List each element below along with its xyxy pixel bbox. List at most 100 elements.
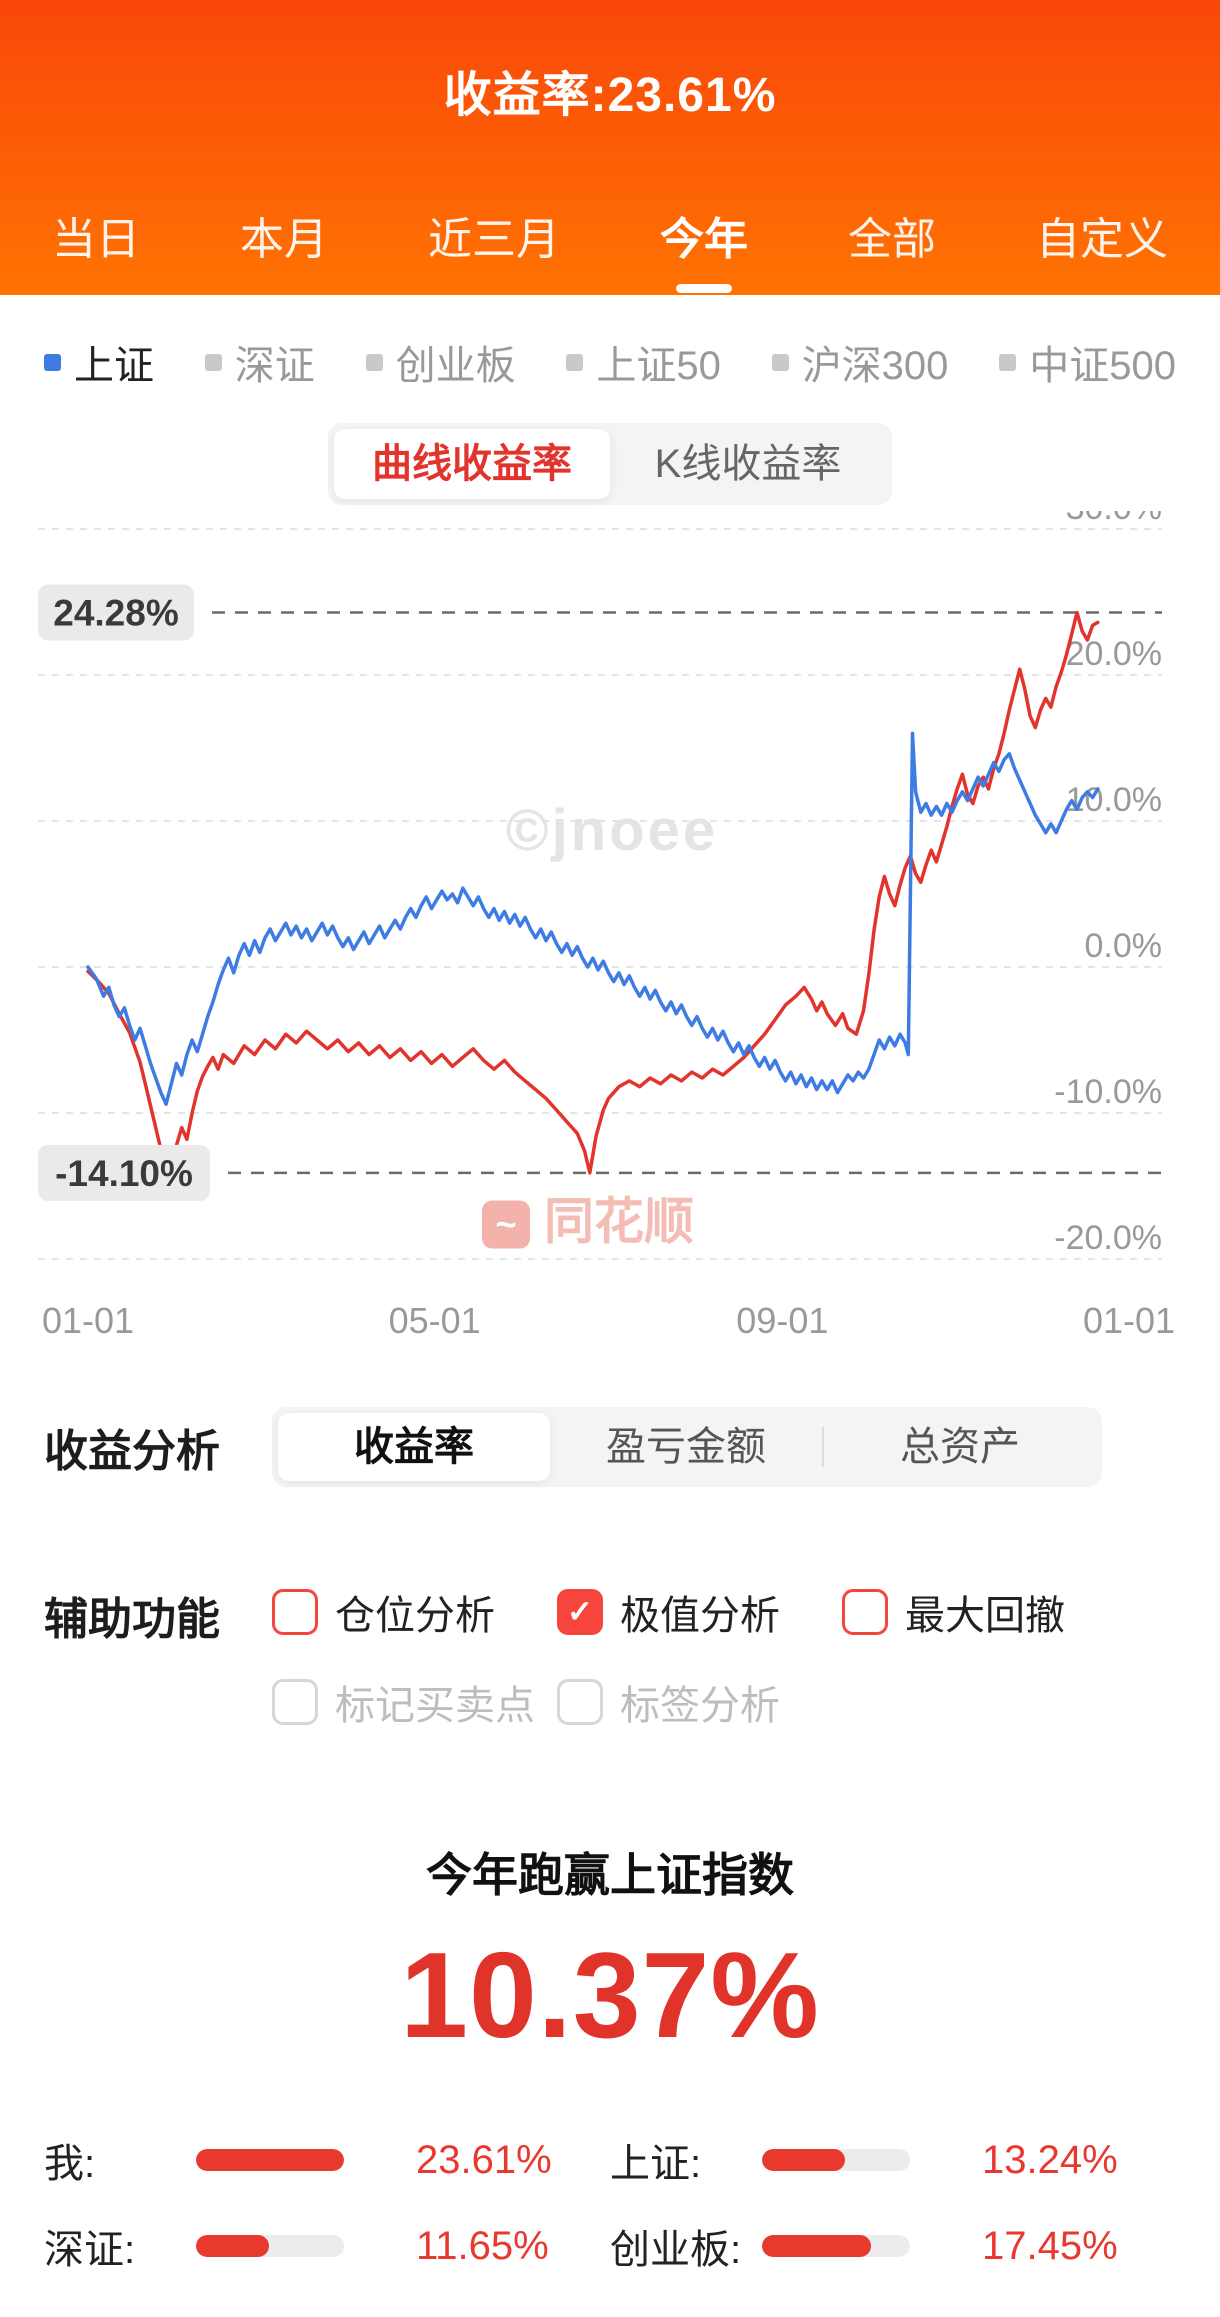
stat-label: 我: [44,2142,96,2186]
checkbox-tag-analysis: 标签分析 [557,1673,842,1731]
progress-bar [196,2235,344,2257]
sse-index-line [86,731,1100,1106]
min-annotation-label: -14.10% [55,1153,193,1194]
x-axis-label: 09-01 [736,1300,828,1341]
y-axis-label: 20.0% [1066,635,1162,673]
checkbox-label: 仓位分析 [335,1594,495,1638]
period-tabs: 当日 本月 近三月 今年 全部 自定义 [0,203,1220,297]
max-annotation-chip [38,584,194,641]
divider [822,1427,824,1467]
checkbox-max-drawdown[interactable]: 最大回撤 [842,1583,1127,1641]
progress-bar-fill [196,2149,344,2171]
legend-label: 中证500 [1029,344,1176,388]
analysis-section: 收益分析 收益率 盈亏金额 总资产 [0,1407,1220,1487]
stat-value: 13.24% [982,2137,1118,2182]
y-axis-label: 0.0% [1085,927,1163,965]
aux-options: 仓位分析 极值分析 最大回撤 标记买卖点 标签分析 [272,1583,1127,1731]
tab-label: 当日 [52,215,140,264]
legend-item-sse50[interactable]: 上证50 [566,333,721,391]
stat-value: 17.45% [982,2223,1118,2268]
tab-label: 今年 [660,215,748,264]
y-axis-label: 30.0% [1066,511,1162,527]
checkbox-icon [842,1589,888,1635]
aux-section: 辅助功能 仓位分析 极值分析 最大回撤 标记买卖点 标签分析 [0,1583,1220,1731]
series-marker-icon [566,353,584,371]
my-returns-line [86,610,1100,1175]
checkbox-label: 标记买卖点 [335,1684,535,1728]
jnoee-watermark: ©jnoee [506,798,718,863]
y-axis-label: -20.0% [1054,1219,1162,1257]
tab-today[interactable]: 当日 [52,203,140,297]
checkbox-disabled-icon [272,1679,318,1725]
legend-item-sse[interactable]: 上证 [44,333,154,391]
checkbox-label: 最大回撤 [905,1594,1065,1638]
page-title: 收益率:23.61% [443,69,777,122]
tab-label: 近三月 [428,215,560,264]
tab-return-rate[interactable]: 收益率 [278,1413,550,1481]
legend-label: 创业板 [395,344,516,388]
stat-sse: 上证: 13.24% [610,2131,1176,2189]
checkbox-position-analysis[interactable]: 仓位分析 [272,1583,557,1641]
returns-chart[interactable]: 30.0%20.0%10.0%0.0%-10.0%-20.0%©jnoee~同花… [30,511,1220,1351]
progress-bar [762,2149,910,2171]
toggle-kline-return[interactable]: K线收益率 [654,442,842,486]
series-marker-icon [771,353,789,371]
analysis-label: 收益分析 [44,1427,220,1476]
chart-canvas[interactable]: 30.0%20.0%10.0%0.0%-10.0%-20.0%©jnoee~同花… [30,511,1190,1351]
tab-profit-loss-amount[interactable]: 盈亏金额 [606,1425,766,1469]
tab-total-assets[interactable]: 总资产 [900,1425,1020,1469]
checkbox-checked-icon [557,1589,603,1635]
outperformance-summary: 今年跑赢上证指数 10.37% [0,1839,1220,2065]
active-tab-indicator [676,284,732,293]
tonghuashun-watermark: 同花顺 [544,1194,694,1250]
chart-type-toggle: 曲线收益率 K线收益率 [328,423,892,505]
stat-me: 我: 23.61% [44,2131,610,2189]
tab-this-month[interactable]: 本月 [240,203,328,297]
stat-szse: 深证: 11.65% [44,2217,610,2275]
tab-this-year[interactable]: 今年 [660,203,748,297]
tonghuashun-logo-icon [482,1200,530,1249]
series-marker-icon [365,353,383,371]
legend-item-csi500[interactable]: 中证500 [999,333,1176,391]
y-axis-label: -10.0% [1054,1073,1162,1111]
summary-value: 10.37% [400,1927,820,2063]
x-axis-label: 01-01 [1083,1300,1175,1341]
checkbox-icon [272,1589,318,1635]
tonghuashun-logo-glyph: ~ [495,1204,516,1245]
progress-bar [196,2149,344,2171]
progress-bar-fill [196,2235,269,2257]
min-annotation-chip [38,1144,210,1201]
progress-bar-fill [762,2235,872,2257]
toggle-curve-return[interactable]: 曲线收益率 [334,429,610,499]
checkbox-label: 极值分析 [620,1594,780,1638]
tab-custom[interactable]: 自定义 [1036,203,1168,297]
checkbox-extreme-value-analysis[interactable]: 极值分析 [557,1583,842,1641]
stat-value: 23.61% [416,2137,552,2182]
checkbox-label: 标签分析 [620,1684,780,1728]
tab-label: 自定义 [1036,215,1168,264]
summary-caption: 今年跑赢上证指数 [426,1849,794,1901]
index-legend: 上证 深证 创业板 上证50 沪深300 中证500 [0,333,1220,391]
series-marker-icon [44,353,61,371]
tab-label: 全部 [848,215,936,264]
legend-item-chinext[interactable]: 创业板 [365,333,516,391]
checkbox-disabled-icon [557,1679,603,1725]
legend-item-hs300[interactable]: 沪深300 [771,333,948,391]
stat-value: 11.65% [416,2223,549,2268]
tab-last-3-months[interactable]: 近三月 [428,203,560,297]
max-annotation-label: 24.28% [53,593,179,634]
analysis-tabs: 收益率 盈亏金额 总资产 [272,1407,1102,1487]
x-axis-label: 01-01 [42,1300,134,1341]
legend-label: 上证50 [596,344,721,388]
x-axis-label: 05-01 [389,1300,481,1341]
header: 收益率:23.61% 当日 本月 近三月 今年 全部 自定义 [0,0,1220,295]
tab-label: 本月 [240,215,328,264]
legend-item-szse[interactable]: 深证 [204,333,315,391]
progress-bar-fill [762,2149,846,2171]
aux-label: 辅助功能 [44,1595,220,1644]
stat-chinext: 创业板: 17.45% [610,2217,1176,2275]
series-marker-icon [204,353,222,371]
stat-label: 上证: [610,2142,702,2186]
tab-all[interactable]: 全部 [848,203,936,297]
